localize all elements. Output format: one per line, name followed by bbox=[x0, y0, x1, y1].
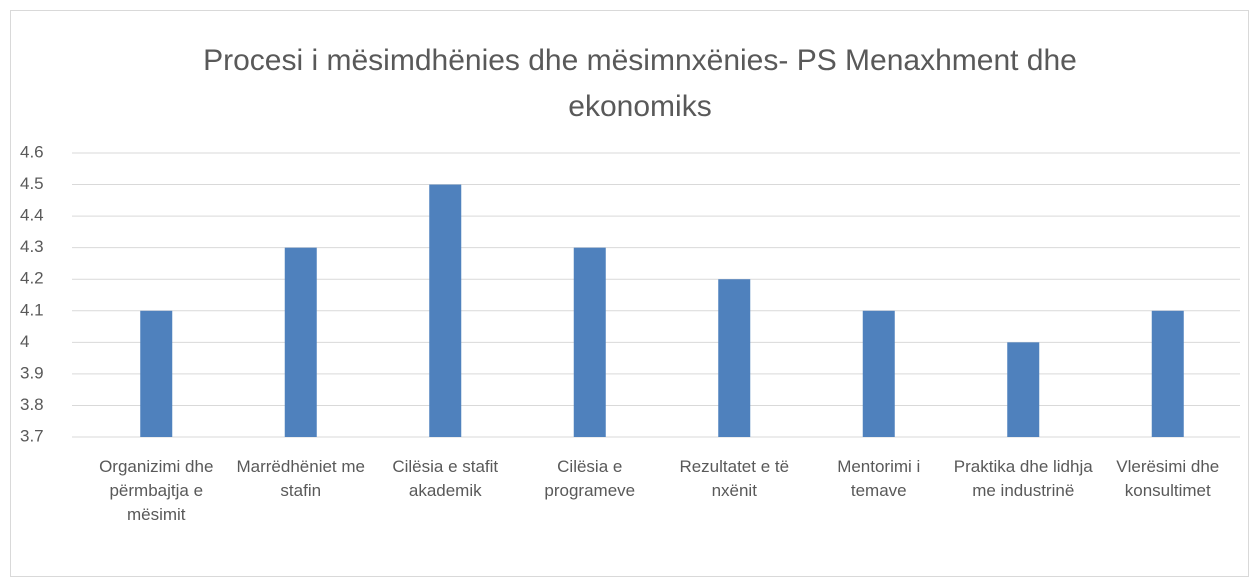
chart-title: Procesi i mësimdhënies dhe mësimnxënies-… bbox=[203, 44, 1077, 123]
y-tick-label: 4.4 bbox=[20, 206, 44, 225]
y-tick-label: 3.9 bbox=[20, 363, 44, 382]
chart-border bbox=[10, 10, 1249, 577]
bar bbox=[862, 310, 895, 437]
y-tick-label: 3.7 bbox=[20, 426, 44, 445]
x-tick-label: Marrëdhëniet me stafin bbox=[236, 457, 365, 500]
bar bbox=[718, 279, 751, 437]
x-tick-label: Rezultatet e të nxënit bbox=[679, 457, 790, 500]
y-tick-label: 4 bbox=[20, 332, 29, 351]
y-tick-label: 4.5 bbox=[20, 174, 44, 193]
bar bbox=[429, 184, 462, 437]
y-tick-label: 4.6 bbox=[20, 142, 44, 161]
y-tick-label: 3.8 bbox=[20, 395, 44, 414]
bar bbox=[140, 310, 173, 437]
y-tick-label: 4.3 bbox=[20, 237, 44, 256]
bar bbox=[1007, 342, 1040, 437]
x-tick-label: Cilësia e programeve bbox=[544, 457, 636, 500]
bar bbox=[1151, 310, 1184, 437]
x-tick-label: Cilësia e stafit akademik bbox=[392, 457, 499, 500]
x-tick-label: Mentorimi i temave bbox=[837, 457, 921, 500]
x-tick-label: Vlerësimi dhe konsultimet bbox=[1116, 457, 1220, 500]
x-tick-label: Organizimi dhe përmbajtja e mësimit bbox=[99, 457, 214, 524]
y-tick-label: 4.2 bbox=[20, 269, 44, 288]
x-tick-label: Praktika dhe lidhja me industrinë bbox=[953, 457, 1093, 500]
y-tick-label: 4.1 bbox=[20, 300, 44, 319]
bar bbox=[284, 247, 317, 437]
bar bbox=[573, 247, 606, 437]
